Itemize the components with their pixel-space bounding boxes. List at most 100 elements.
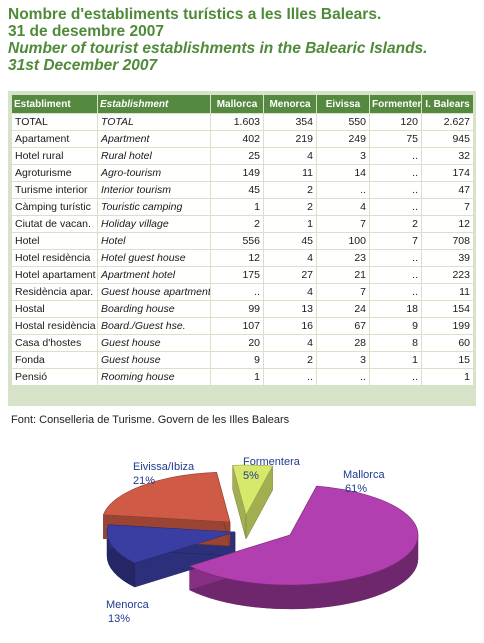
cell-value: 39	[421, 249, 474, 267]
cell-value: 100	[316, 232, 370, 250]
pie-label-percent: 5%	[243, 470, 259, 482]
cell-value: 3	[316, 351, 370, 369]
cell-value: 45	[210, 181, 264, 199]
cell-establiment: Hotel rural	[11, 147, 98, 165]
cell-establiment: TOTAL	[11, 113, 98, 131]
cell-establishment: Guest house	[97, 351, 211, 369]
cell-establishment: Holiday village	[97, 215, 211, 233]
cell-value: 9	[369, 317, 422, 335]
cell-establishment: Hotel guest house	[97, 249, 211, 267]
cell-value: ..	[369, 368, 422, 386]
cell-value: 12	[210, 249, 264, 267]
title-catalan-line2: 31 de desembre 2007	[8, 23, 164, 40]
cell-establishment: Hotel	[97, 232, 211, 250]
table-row: Hotel apartament Apartment hotel 175 27 21..…	[11, 266, 474, 284]
cell-value: 249	[316, 130, 370, 148]
cell-establishment: Apartment	[97, 130, 211, 148]
cell-value: 3	[316, 147, 370, 165]
cell-value: ..	[316, 181, 370, 199]
pie-label-name: Menorca	[106, 599, 150, 611]
cell-value: 75	[369, 130, 422, 148]
establishments-table-frame: Establiment Establishment Mallorca Menor…	[8, 91, 476, 406]
source-note: Font: Conselleria de Turisme. Govern de …	[11, 414, 290, 426]
cell-value: 60	[421, 334, 474, 352]
cell-establishment: Apartment hotel	[97, 266, 211, 284]
cell-value: 4	[263, 249, 317, 267]
cell-value: 4	[263, 283, 317, 301]
cell-value: 223	[421, 266, 474, 284]
table-row: Hostal residència Board./Guest hse. 107 16 6…	[11, 317, 474, 335]
table-row: Turisme interior Interior tourism 45 2.... 4…	[11, 181, 474, 199]
cell-value: 174	[421, 164, 474, 182]
cell-establiment: Apartament	[11, 130, 98, 148]
cell-value: 15	[421, 351, 474, 369]
cell-value: 67	[316, 317, 370, 335]
cell-value: 1	[263, 215, 317, 233]
cell-value: 7	[316, 215, 370, 233]
cell-value: 2	[263, 181, 317, 199]
cell-value: 149	[210, 164, 264, 182]
cell-establishment: Agro-tourism	[97, 164, 211, 182]
cell-value: ..	[369, 198, 422, 216]
cell-value: 11	[421, 283, 474, 301]
cell-value: ..	[369, 283, 422, 301]
cell-value: 2.627	[421, 113, 474, 131]
cell-value: 13	[263, 300, 317, 318]
cell-value: 556	[210, 232, 264, 250]
cell-establiment: Hotel residència	[11, 249, 98, 267]
cell-establishment: Boarding house	[97, 300, 211, 318]
header-balears: I. Balears	[421, 94, 474, 114]
cell-establiment: Hotel apartament	[11, 266, 98, 284]
cell-establishment: Touristic camping	[97, 198, 211, 216]
cell-establiment: Ciutat de vacan.	[11, 215, 98, 233]
table-header-row: Establiment Establishment Mallorca Menor…	[11, 94, 474, 114]
pie-label-percent: 21%	[133, 475, 155, 487]
cell-value: 99	[210, 300, 264, 318]
cell-value: 4	[263, 147, 317, 165]
table-row: Hostal Boarding house 99 13 24 18 154	[11, 300, 474, 318]
pie-slice-formentera	[232, 464, 274, 516]
cell-establiment: Càmping turístic	[11, 198, 98, 216]
cell-establishment: Rural hotel	[97, 147, 211, 165]
cell-value: 7	[316, 283, 370, 301]
cell-establiment: Residència apar.	[11, 283, 98, 301]
table-row: Pensió Rooming house 1...... 1	[11, 368, 474, 386]
cell-value: 7	[421, 198, 474, 216]
title-block: Nombre d'estabIiments turístics a les Il…	[8, 6, 478, 74]
cell-value: ..	[210, 283, 264, 301]
cell-value: 11	[263, 164, 317, 182]
cell-establiment: Hotel	[11, 232, 98, 250]
table-row: Fonda Guest house 9 2 3 1 15	[11, 351, 474, 369]
cell-value: 2	[263, 351, 317, 369]
cell-establishment: Board./Guest hse.	[97, 317, 211, 335]
cell-value: ..	[369, 266, 422, 284]
cell-establishment: Interior tourism	[97, 181, 211, 199]
table-row: Hotel residència Hotel guest house 12 4 23..…	[11, 249, 474, 267]
cell-value: 32	[421, 147, 474, 165]
cell-value: 1.603	[210, 113, 264, 131]
establishments-table: Establiment Establishment Mallorca Menor…	[11, 94, 474, 386]
cell-value: 708	[421, 232, 474, 250]
cell-value: 8	[369, 334, 422, 352]
cell-value: 219	[263, 130, 317, 148]
cell-value: 24	[316, 300, 370, 318]
table-row: Hotel rural Rural hotel 25 4 3.. 32	[11, 147, 474, 165]
cell-value: 25	[210, 147, 264, 165]
table-row: Càmping turístic Touristic camping 1 2 4.. 7	[11, 198, 474, 216]
cell-value: ..	[369, 164, 422, 182]
table-row: Hotel Hotel 556 45 100 7 708	[11, 232, 474, 250]
cell-value: 402	[210, 130, 264, 148]
cell-establiment: Agroturisme	[11, 164, 98, 182]
cell-establishment: Guest house apartment	[97, 283, 211, 301]
cell-value: 18	[369, 300, 422, 318]
cell-value: 199	[421, 317, 474, 335]
table-row: Agroturisme Agro-tourism 149 11 14.. 174	[11, 164, 474, 182]
title-english-line2: 31st December 2007	[8, 57, 158, 74]
pie-slice-mallorca	[188, 485, 419, 586]
cell-value: 45	[263, 232, 317, 250]
cell-value: 4	[263, 334, 317, 352]
cell-establishment: Rooming house	[97, 368, 211, 386]
pie-label-percent: 61%	[345, 483, 367, 495]
pie-slice-eivissa-ibiza	[102, 471, 231, 523]
cell-establishment: Guest house	[97, 334, 211, 352]
